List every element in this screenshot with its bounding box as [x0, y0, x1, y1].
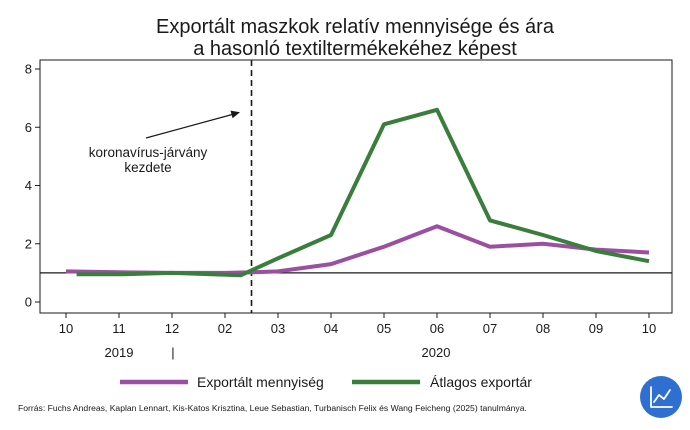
x-tick-label: 03 [271, 321, 285, 336]
series-line-price [76, 107, 650, 278]
year-label-2020: 2020 [422, 345, 451, 360]
chart-title-line-2: a hasonló textiltermékekéhez képest [193, 38, 517, 60]
plot-frame [39, 59, 673, 314]
x-tick-label: 11 [112, 321, 126, 336]
x-tick-label: 08 [536, 321, 550, 336]
year-label-2019: 2019 [105, 345, 134, 360]
year-separator: | [171, 345, 174, 360]
x-tick-label: 02 [218, 321, 232, 336]
source-note: Forrás: Fuchs Andreas, Kaplan Lennart, K… [18, 403, 527, 413]
chart-title-line-1: Exportált maszkok relatív mennyisége és … [156, 16, 555, 38]
annotation-line-2: kezdete [124, 160, 171, 175]
x-axis: 10 11 12 02 03 04 05 06 07 08 09 10 [59, 313, 656, 336]
legend-label-quantity: Exportált mennyiség [197, 374, 324, 390]
plot-border [39, 59, 673, 314]
line-chart-icon [650, 386, 673, 408]
legend-label-price: Átlagos exportár [430, 374, 532, 390]
y-tick-label: 0 [25, 295, 32, 310]
y-tick-label: 4 [25, 178, 32, 193]
x-tick-label: 10 [59, 321, 73, 336]
x-tick-label: 12 [165, 321, 179, 336]
y-tick-label: 8 [25, 62, 32, 77]
series-group [65, 107, 650, 278]
annotation-arrow [145, 110, 240, 139]
x-tick-label: 07 [483, 321, 497, 336]
annotation-line-1: koronavírus-járvány [89, 145, 208, 160]
x-tick-label: 10 [642, 321, 656, 336]
y-tick-label: 2 [25, 236, 32, 251]
x-tick-label: 05 [377, 321, 391, 336]
series-line-quantity [65, 224, 650, 275]
y-tick-label: 6 [25, 120, 32, 135]
chart-badge[interactable] [640, 376, 682, 418]
x-tick-label: 06 [430, 321, 444, 336]
x-tick-label: 04 [324, 321, 338, 336]
legend: Exportált mennyiség Átlagos exportár [120, 374, 532, 390]
y-axis: 0 2 4 6 8 [25, 62, 40, 310]
x-tick-label: 09 [589, 321, 603, 336]
